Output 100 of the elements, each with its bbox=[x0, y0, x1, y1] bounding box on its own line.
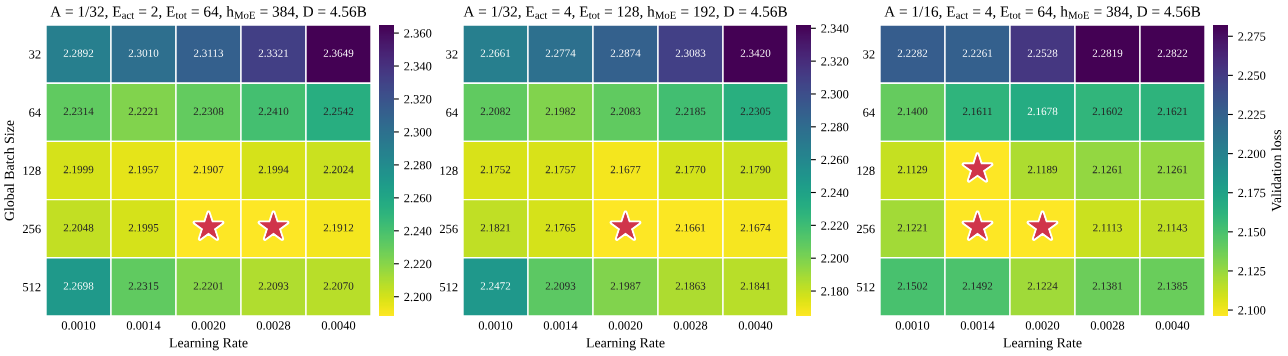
y-tick-label: 64 bbox=[863, 108, 875, 117]
color-bar-label: 2.260 bbox=[404, 193, 432, 203]
data-label: 2.2308 bbox=[193, 107, 224, 116]
data-label: 2.1957 bbox=[128, 165, 159, 174]
data-label: 2.1674 bbox=[740, 224, 771, 232]
x-tick-label: 0.0020 bbox=[191, 321, 226, 330]
data-label: 2.2315 bbox=[128, 282, 159, 290]
data-label: 2.1611 bbox=[962, 107, 992, 116]
x-tick-label: 0.0020 bbox=[608, 321, 643, 330]
data-label: 2.2819 bbox=[1092, 49, 1123, 57]
color-bar-label: 2.240 bbox=[821, 188, 849, 198]
color-bar-label: 2.260 bbox=[821, 155, 849, 165]
y-tick-label: 128 bbox=[857, 166, 875, 175]
data-label: 2.2221 bbox=[128, 107, 159, 116]
data-label: 2.3113 bbox=[193, 49, 224, 57]
y-tick-label: 32 bbox=[863, 50, 875, 59]
color-bar-label: 2.225 bbox=[1238, 110, 1266, 119]
data-label: 2.1224 bbox=[1027, 282, 1058, 290]
color-bar-label: 2.320 bbox=[821, 57, 849, 66]
data-label: 2.1143 bbox=[1157, 224, 1188, 232]
color-bar-label: 2.280 bbox=[404, 160, 432, 170]
data-label: 2.1189 bbox=[1027, 165, 1058, 174]
data-label: 2.1678 bbox=[1027, 107, 1058, 116]
data-label: 2.2185 bbox=[675, 107, 706, 116]
data-label: 2.1907 bbox=[193, 165, 224, 174]
data-label: 2.1790 bbox=[740, 165, 771, 174]
y-tick-label: 512 bbox=[857, 282, 875, 292]
chart-title: A = 1/16, E$_{act}$ = 4, E$_{tot}$ = 64, h$_{MoE}$ = 384, D = 4.56B bbox=[884, 5, 1201, 19]
x-axis-title: Learning Rate bbox=[586, 338, 665, 351]
data-label: 2.2305 bbox=[740, 107, 771, 116]
data-label: ★ bbox=[963, 212, 992, 239]
x-tick-label: 0.0040 bbox=[738, 321, 773, 330]
data-label: 2.1502 bbox=[897, 282, 928, 290]
y-tick-label: 512 bbox=[440, 282, 458, 292]
y-tick-label: 128 bbox=[440, 166, 458, 175]
data-label: 2.3420 bbox=[740, 49, 771, 57]
data-label: 2.2698 bbox=[63, 282, 94, 290]
data-label: 2.2093 bbox=[545, 282, 576, 290]
y-tick-label: 32 bbox=[29, 50, 41, 59]
color-bar-label: 2.340 bbox=[404, 62, 432, 71]
data-label: 2.1987 bbox=[610, 282, 641, 290]
x-tick-label: 0.0014 bbox=[960, 321, 995, 330]
data-label: 2.1492 bbox=[962, 282, 993, 290]
data-label: 2.2892 bbox=[63, 49, 94, 57]
x-tick-label: 0.0010 bbox=[61, 321, 96, 330]
data-label: 2.1400 bbox=[897, 107, 928, 116]
x-tick-label: 0.0014 bbox=[126, 321, 161, 330]
color-bar-label: 2.200 bbox=[404, 292, 432, 302]
data-label: 2.1261 bbox=[1157, 165, 1188, 174]
color-bar-label: 2.300 bbox=[821, 90, 849, 99]
data-label: 2.1770 bbox=[675, 165, 706, 174]
data-label: 2.2542 bbox=[323, 107, 354, 116]
data-label: 2.2082 bbox=[480, 107, 511, 116]
data-label: 2.1661 bbox=[675, 224, 706, 232]
data-label: 2.3010 bbox=[128, 49, 159, 57]
data-label: 2.2048 bbox=[63, 223, 94, 232]
y-tick-label: 32 bbox=[446, 50, 458, 59]
y-tick-label: 256 bbox=[22, 224, 41, 234]
data-label: 2.1999 bbox=[63, 165, 94, 174]
color-bar-label: 2.175 bbox=[1238, 188, 1266, 198]
data-label: 2.1841 bbox=[740, 282, 771, 290]
y-tick-label: 64 bbox=[29, 108, 41, 117]
y-tick-label: 64 bbox=[446, 108, 458, 117]
color-bar-label: 2.300 bbox=[404, 127, 432, 137]
data-label: 2.1765 bbox=[545, 224, 576, 232]
data-label: 2.2070 bbox=[323, 282, 354, 290]
data-label: 2.2261 bbox=[962, 49, 993, 57]
x-tick-label: 0.0020 bbox=[1025, 321, 1060, 330]
color-bar-label: 2.220 bbox=[821, 221, 849, 230]
data-label: 2.2661 bbox=[480, 49, 511, 57]
data-label: 2.2083 bbox=[610, 107, 641, 116]
data-label: 2.1602 bbox=[1092, 107, 1123, 116]
data-label: 2.1677 bbox=[610, 165, 641, 174]
color-bar-label: 2.100 bbox=[1238, 306, 1266, 315]
x-tick-label: 0.0040 bbox=[321, 321, 356, 330]
data-label: 2.1821 bbox=[480, 223, 511, 232]
data-label: 2.1261 bbox=[1092, 165, 1123, 174]
color-bar-label: 2.240 bbox=[404, 226, 432, 236]
data-label: 2.1113 bbox=[1093, 224, 1122, 232]
y-tick-label: 128 bbox=[23, 166, 41, 175]
y-tick-label: 256 bbox=[439, 224, 458, 234]
data-label: 2.2774 bbox=[545, 49, 576, 57]
data-label: ★ bbox=[1028, 212, 1057, 239]
data-label: 2.1995 bbox=[128, 224, 159, 232]
data-label: 2.2472 bbox=[480, 282, 511, 290]
color-bar-label: 2.220 bbox=[404, 259, 432, 269]
data-label: 2.2410 bbox=[258, 107, 289, 116]
data-label: 2.2093 bbox=[258, 282, 289, 290]
data-label: ★ bbox=[611, 212, 640, 239]
data-label: 2.1221 bbox=[897, 224, 928, 232]
data-label: 2.2528 bbox=[1027, 49, 1058, 57]
data-label: 2.1994 bbox=[258, 165, 289, 174]
color-bar-label: 2.275 bbox=[1238, 32, 1266, 41]
data-label: 2.2874 bbox=[610, 49, 641, 57]
data-label: 2.1912 bbox=[323, 224, 354, 232]
color-bar-label: 2.250 bbox=[1238, 71, 1266, 80]
y-tick-label: 256 bbox=[856, 224, 875, 234]
data-label: 2.1621 bbox=[1157, 107, 1188, 116]
y-axis-title: Global Batch Size bbox=[4, 120, 15, 221]
color-bar-label: 2.125 bbox=[1238, 267, 1266, 276]
